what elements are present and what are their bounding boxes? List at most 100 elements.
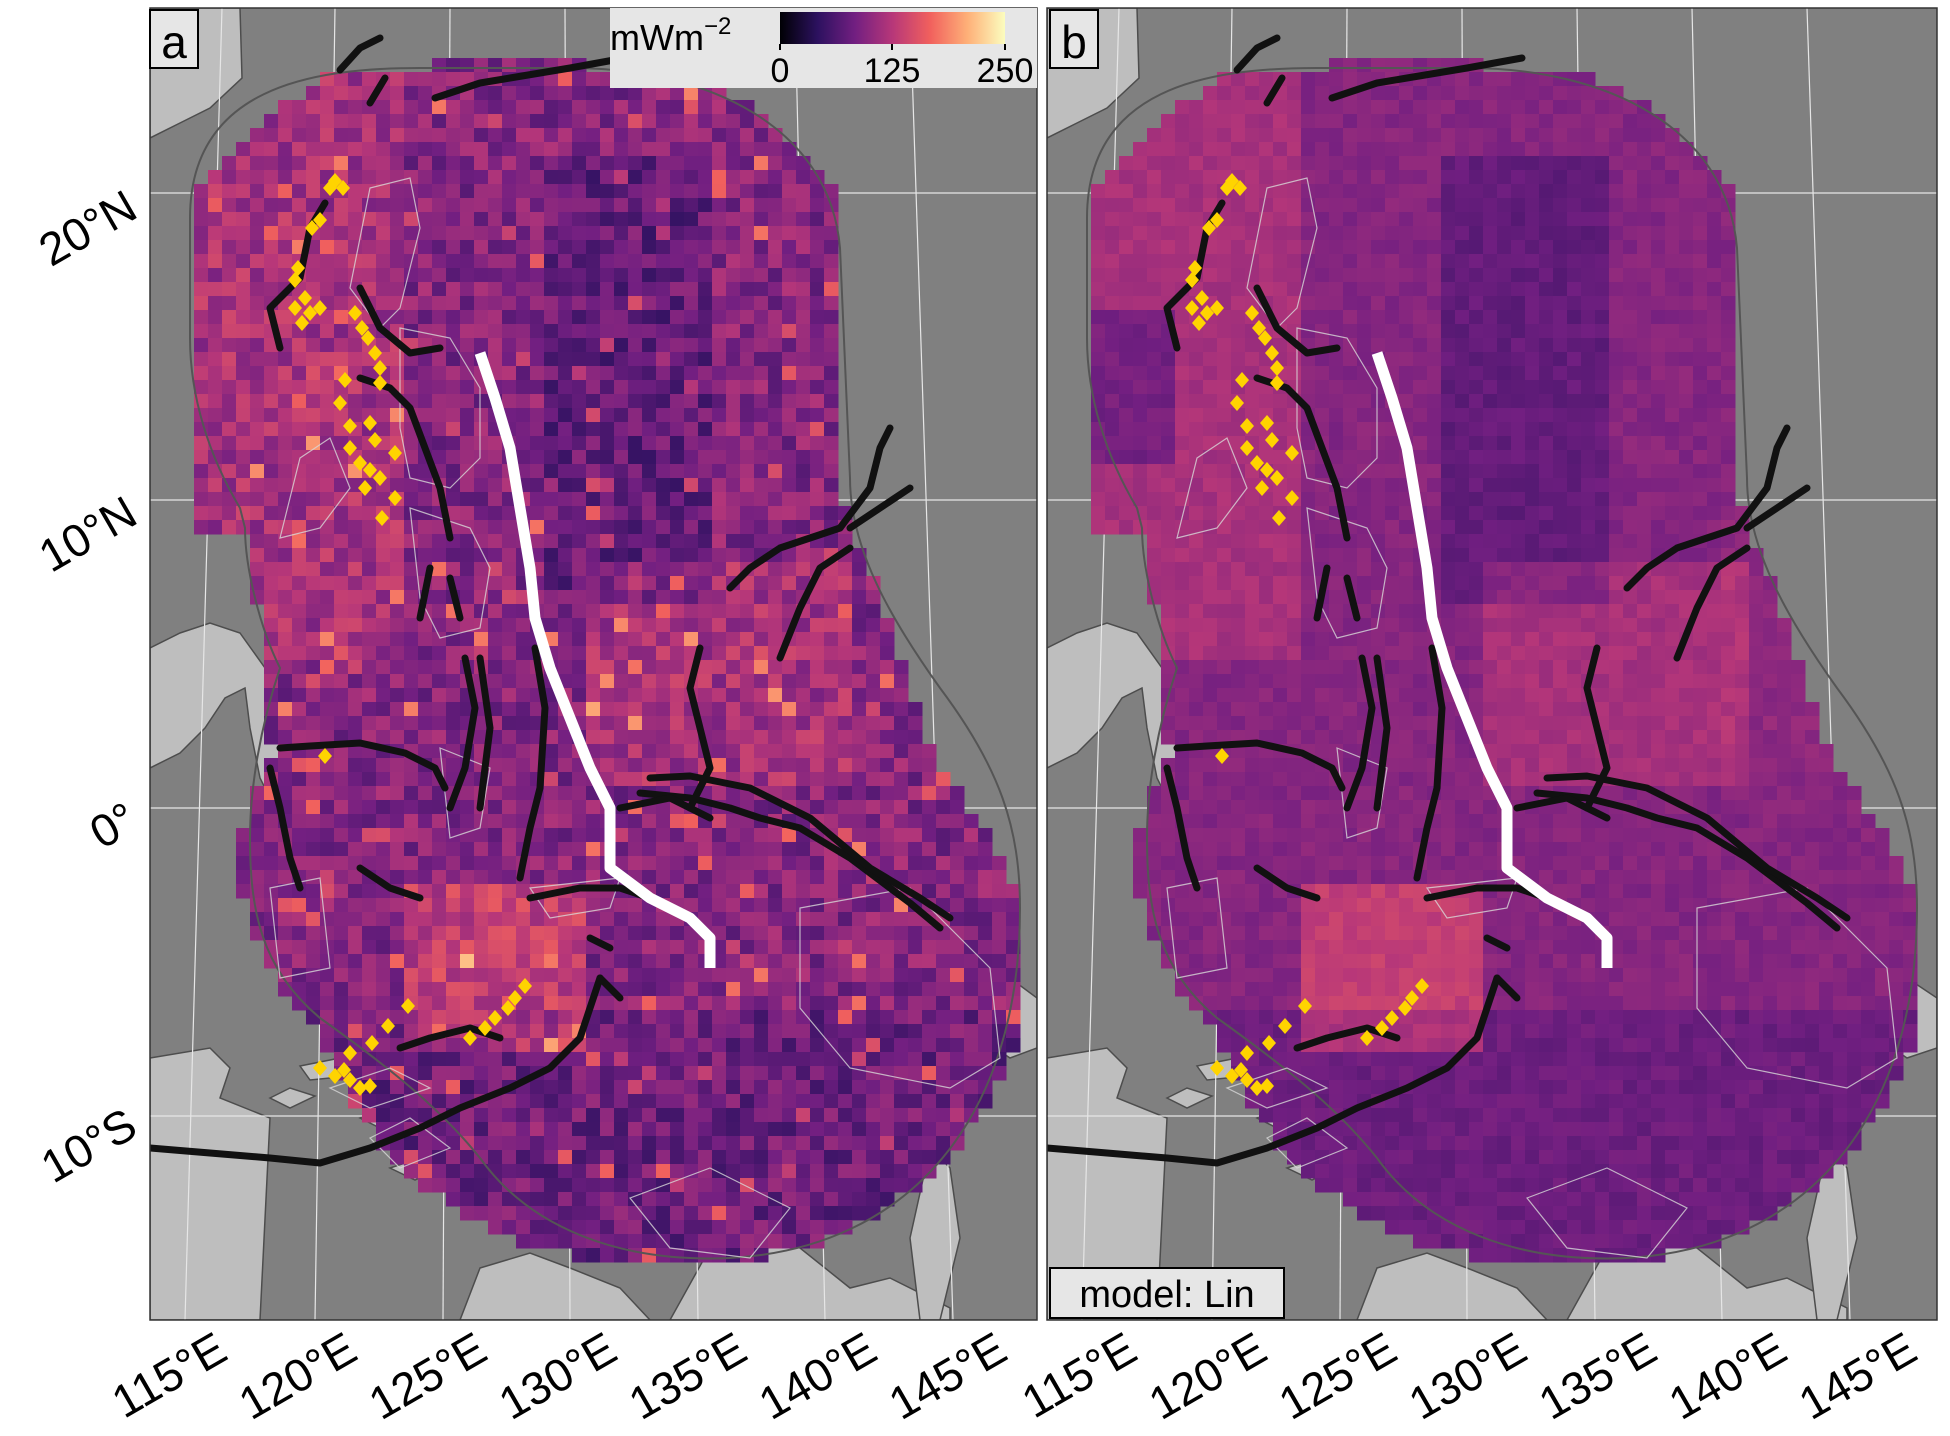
- heat-flow-cell: [306, 856, 321, 871]
- heat-flow-cell: [698, 1080, 713, 1095]
- heat-flow-cell: [1427, 352, 1442, 367]
- heat-flow-cell: [432, 114, 447, 129]
- heat-flow-cell: [362, 590, 377, 605]
- heat-flow-cell: [656, 870, 671, 885]
- heat-flow-cell: [628, 86, 643, 101]
- heat-flow-cell: [600, 954, 615, 969]
- heat-flow-cell: [712, 744, 727, 759]
- heat-flow-cell: [348, 842, 363, 857]
- heat-flow-cell: [1693, 324, 1708, 339]
- heat-flow-cell: [502, 394, 517, 409]
- heat-flow-cell: [264, 492, 279, 507]
- heat-flow-cell: [712, 856, 727, 871]
- heat-flow-cell: [810, 1192, 825, 1207]
- heat-flow-cell: [1343, 254, 1358, 269]
- heat-flow-cell: [488, 156, 503, 171]
- heat-flow-cell: [418, 156, 433, 171]
- heat-flow-cell: [1721, 282, 1736, 297]
- heat-flow-cell: [600, 338, 615, 353]
- heat-flow-cell: [1343, 184, 1358, 199]
- heat-flow-cell: [334, 268, 349, 283]
- heat-flow-cell: [1315, 114, 1330, 129]
- heat-flow-cell: [558, 646, 573, 661]
- heat-flow-cell: [670, 1080, 685, 1095]
- heat-flow-cell: [474, 100, 489, 115]
- heat-flow-cell: [642, 310, 657, 325]
- heat-flow-cell: [446, 268, 461, 283]
- heat-flow-cell: [754, 128, 769, 143]
- heat-flow-cell: [726, 870, 741, 885]
- heat-flow-cell: [250, 842, 265, 857]
- heat-flow-cell: [866, 646, 881, 661]
- heat-flow-cell: [460, 436, 475, 451]
- heat-flow-cell: [656, 282, 671, 297]
- heat-flow-cell: [768, 478, 783, 493]
- heat-flow-cell: [600, 464, 615, 479]
- heat-flow-cell: [586, 324, 601, 339]
- heat-flow-cell: [936, 828, 951, 843]
- heat-flow-cell: [306, 646, 321, 661]
- heat-flow-cell: [376, 268, 391, 283]
- heat-flow-cell: [1721, 296, 1736, 311]
- heat-flow-cell: [1287, 142, 1302, 157]
- heat-flow-cell: [1259, 114, 1274, 129]
- heat-flow-cell: [376, 184, 391, 199]
- heat-flow-cell: [362, 688, 377, 703]
- heat-flow-cell: [432, 562, 447, 577]
- heat-flow-cell: [446, 240, 461, 255]
- heat-flow-cell: [656, 1010, 671, 1025]
- heat-flow-cell: [824, 1066, 839, 1081]
- heat-flow-cell: [796, 968, 811, 983]
- heat-flow-cell: [320, 772, 335, 787]
- heat-flow-cell: [1259, 254, 1274, 269]
- heat-flow-cell: [306, 632, 321, 647]
- heat-flow-cell: [572, 72, 587, 87]
- heat-flow-cell: [670, 366, 685, 381]
- heat-flow-cell: [460, 1206, 475, 1221]
- heat-flow-cell: [768, 1010, 783, 1025]
- heat-flow-cell: [1581, 72, 1596, 87]
- heat-flow-cell: [222, 436, 237, 451]
- heat-flow-cell: [684, 254, 699, 269]
- heat-flow-cell: [922, 996, 937, 1011]
- heat-flow-cell: [810, 184, 825, 199]
- heat-flow-cell: [950, 1080, 965, 1095]
- heat-flow-cell: [446, 660, 461, 675]
- heat-flow-cell: [810, 688, 825, 703]
- heat-flow-cell: [768, 856, 783, 871]
- heat-flow-cell: [488, 898, 503, 913]
- heat-flow-cell: [1623, 212, 1638, 227]
- heat-flow-cell: [782, 590, 797, 605]
- heat-flow-cell: [1483, 394, 1498, 409]
- heat-flow-cell: [264, 184, 279, 199]
- heat-flow-cell: [418, 548, 433, 563]
- heat-flow-cell: [222, 408, 237, 423]
- heat-flow-cell: [1497, 254, 1512, 269]
- heat-flow-cell: [1385, 338, 1400, 353]
- heat-flow-cell: [824, 240, 839, 255]
- heat-flow-cell: [1301, 296, 1316, 311]
- heat-flow-cell: [600, 758, 615, 773]
- heat-flow-cell: [824, 982, 839, 997]
- heat-flow-cell: [950, 1038, 965, 1053]
- heat-flow-cell: [712, 1122, 727, 1137]
- heat-flow-cell: [1595, 170, 1610, 185]
- heat-flow-cell: [1301, 366, 1316, 381]
- heat-flow-cell: [642, 562, 657, 577]
- heat-flow-cell: [432, 1094, 447, 1109]
- heat-flow-cell: [376, 562, 391, 577]
- heat-flow-cell: [656, 338, 671, 353]
- heat-flow-cell: [698, 996, 713, 1011]
- heat-flow-cell: [292, 996, 307, 1011]
- heat-flow-cell: [614, 282, 629, 297]
- heat-flow-cell: [1357, 338, 1372, 353]
- heat-flow-cell: [768, 954, 783, 969]
- heat-flow-cell: [1147, 226, 1162, 241]
- heat-flow-cell: [278, 968, 293, 983]
- heat-flow-cell: [1287, 366, 1302, 381]
- heat-flow-cell: [432, 940, 447, 955]
- heat-flow-cell: [754, 1094, 769, 1109]
- heat-flow-cell: [572, 786, 587, 801]
- heat-flow-cell: [1147, 156, 1162, 171]
- heat-flow-cell: [1427, 296, 1442, 311]
